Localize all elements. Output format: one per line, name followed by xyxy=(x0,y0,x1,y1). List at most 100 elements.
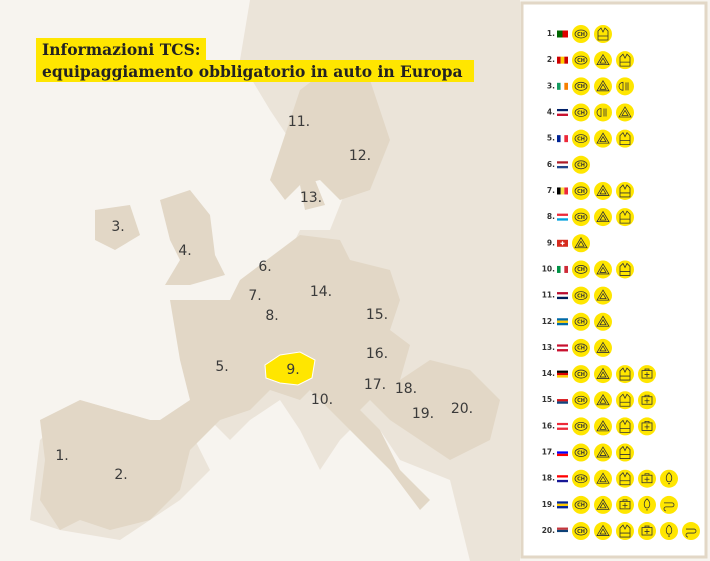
row-number: 9. xyxy=(547,238,555,247)
icon: CH xyxy=(572,286,590,305)
flag xyxy=(557,372,568,376)
map-label: 18. xyxy=(395,381,417,397)
map-label: 5. xyxy=(215,359,228,375)
flag xyxy=(557,322,568,326)
icon-text: CH xyxy=(577,189,585,195)
great-britain xyxy=(160,190,225,285)
icon-glyph xyxy=(596,367,610,379)
icon-bg xyxy=(572,495,590,514)
flag xyxy=(557,344,568,347)
icon-glyph xyxy=(596,53,610,66)
icon-ring xyxy=(574,108,588,117)
icon-glyph xyxy=(641,396,653,405)
icon-bg xyxy=(616,391,634,410)
icon: CH xyxy=(572,391,590,410)
icon xyxy=(616,391,634,410)
icon: CH xyxy=(572,522,590,541)
icon-ring xyxy=(574,265,588,274)
icon-bg xyxy=(594,522,612,541)
icon xyxy=(594,260,612,279)
icon xyxy=(616,522,634,541)
flag xyxy=(557,111,568,114)
icon-bg xyxy=(682,522,700,541)
icon-text: CH xyxy=(577,372,585,378)
icon-glyph xyxy=(596,315,610,327)
map-label: 20. xyxy=(451,401,473,417)
icon-bg xyxy=(572,443,590,462)
flag xyxy=(557,135,561,143)
icon-text: CH xyxy=(577,110,585,116)
row-number: 2. xyxy=(547,55,555,64)
icon-bg xyxy=(616,469,634,488)
icon-bg xyxy=(594,260,612,279)
icon-bg xyxy=(572,208,590,227)
icon xyxy=(660,469,678,488)
icon-glyph xyxy=(596,524,610,536)
icon-bg xyxy=(616,129,634,148)
row-number: 1. xyxy=(547,29,555,38)
icon-bg xyxy=(572,25,590,43)
icon-glyph xyxy=(641,474,653,484)
icon-text: CH xyxy=(577,136,585,142)
icon-ring xyxy=(574,81,588,91)
icon-ring xyxy=(574,526,588,536)
icon xyxy=(660,522,678,541)
icon-bg xyxy=(594,129,612,148)
icon-bg xyxy=(594,77,612,96)
icon xyxy=(616,129,634,148)
icon-bg xyxy=(616,103,634,122)
map-label: 12. xyxy=(349,148,371,164)
icon-bg xyxy=(660,469,678,488)
flag xyxy=(557,346,568,350)
ireland xyxy=(95,205,140,250)
icon-bg xyxy=(616,51,634,70)
icon xyxy=(594,286,612,305)
icon-bg xyxy=(572,181,590,200)
icon xyxy=(616,51,634,70)
icon-text: CH xyxy=(577,267,585,273)
icon xyxy=(594,417,612,436)
row-number: 17. xyxy=(542,448,555,457)
icon: CH xyxy=(572,417,590,436)
icon-bg xyxy=(572,260,590,279)
icon-ring xyxy=(574,134,588,144)
icon-ring xyxy=(574,395,588,405)
flag xyxy=(557,294,568,297)
icon xyxy=(594,312,612,331)
icon-bg xyxy=(594,417,612,436)
map-label: 13. xyxy=(300,190,322,206)
icon-text: CH xyxy=(577,477,585,483)
icon xyxy=(594,208,612,227)
icon xyxy=(616,443,634,462)
icon xyxy=(616,495,634,514)
icon-ring xyxy=(574,421,588,431)
icon-text: CH xyxy=(577,450,585,456)
icon-glyph xyxy=(663,502,675,512)
flag xyxy=(560,56,565,64)
flag xyxy=(557,56,561,64)
flag xyxy=(557,475,568,478)
icon-bg xyxy=(572,522,590,541)
icon-ring xyxy=(574,291,588,301)
icon-bg xyxy=(594,103,612,122)
icon-text: CH xyxy=(577,32,585,38)
map-label: 16. xyxy=(366,346,388,362)
icon xyxy=(594,365,612,384)
icon-bg xyxy=(572,365,590,384)
icon xyxy=(594,391,612,410)
icon-bg xyxy=(594,391,612,410)
row-number: 14. xyxy=(542,369,555,378)
icon-bg xyxy=(594,338,612,357)
iberia xyxy=(40,400,220,530)
map-label: 3. xyxy=(111,219,124,235)
icon-glyph xyxy=(644,473,650,482)
flag xyxy=(557,453,568,457)
icon-glyph xyxy=(596,80,610,92)
flag xyxy=(560,187,565,195)
map-label: 19. xyxy=(412,406,434,422)
row-number: 8. xyxy=(547,212,555,221)
continent xyxy=(160,235,500,510)
icon-ring xyxy=(574,500,588,510)
flag xyxy=(557,375,568,378)
icon-glyph xyxy=(596,420,610,432)
